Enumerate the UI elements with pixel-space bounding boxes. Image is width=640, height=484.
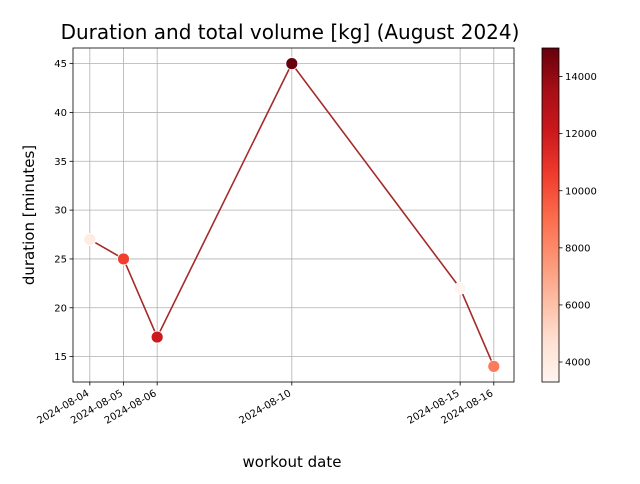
colorbar: [541, 47, 560, 383]
x-axis-label: workout date: [243, 453, 342, 471]
colorbar-ticks: 4000 6000 8000 10000 12000 14000: [559, 72, 597, 369]
y-tick-label: 35: [54, 157, 67, 168]
data-point: [117, 252, 130, 266]
colorbar-tick-label: 8000: [565, 243, 590, 254]
x-tick-label: 2024-08-10: [237, 388, 293, 427]
data-point: [150, 330, 164, 344]
data-point: [285, 57, 299, 71]
y-tick-label: 40: [54, 108, 67, 119]
chart-title: Duration and total volume [kg] (August 2…: [61, 20, 520, 44]
series-line-layer: [89, 62, 495, 367]
colorbar-tick-label: 10000: [565, 186, 597, 197]
grid-lines: [73, 48, 514, 382]
y-axis-label: duration [minutes]: [20, 145, 38, 285]
data-point: [453, 281, 467, 295]
plot-area-frame: [72, 47, 515, 383]
y-axis-ticks: 15 20 25 30 35 40 45: [54, 59, 73, 363]
y-tick-label: 15: [54, 352, 67, 363]
colorbar-tick-label: 6000: [565, 301, 590, 312]
colorbar-tick-label: 4000: [565, 358, 590, 369]
y-tick-label: 20: [54, 303, 67, 314]
y-tick-label: 45: [54, 59, 67, 70]
data-points: [83, 57, 501, 373]
colorbar-tick-label: 14000: [565, 72, 597, 83]
y-tick-label: 25: [54, 255, 67, 266]
data-point: [83, 233, 97, 246]
colorbar-tick-label: 12000: [565, 129, 597, 140]
y-tick-label: 30: [54, 206, 67, 217]
data-point: [487, 359, 501, 373]
duration-series-line: [89, 62, 495, 367]
